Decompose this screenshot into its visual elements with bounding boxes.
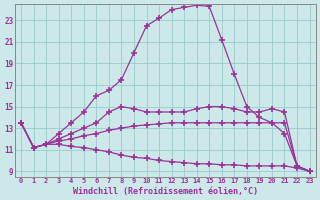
X-axis label: Windchill (Refroidissement éolien,°C): Windchill (Refroidissement éolien,°C)	[73, 187, 258, 196]
